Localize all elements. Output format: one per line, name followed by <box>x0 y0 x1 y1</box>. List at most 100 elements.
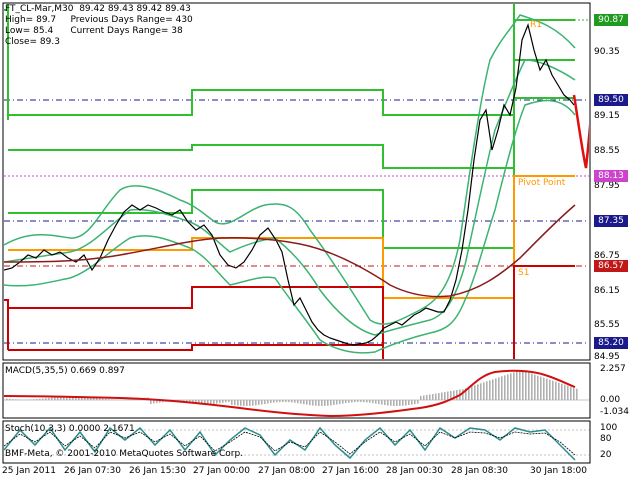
curr-range-value: Current Days Range= 38 <box>70 26 183 36</box>
price-tick: 89.15 <box>594 111 620 121</box>
price-badge: 90.87 <box>594 14 628 26</box>
macd-histogram-bar <box>249 400 251 406</box>
stoch-tick: 100 <box>600 423 618 433</box>
price-tick: 90.35 <box>594 47 620 57</box>
macd-histogram-bar <box>336 400 338 405</box>
macd-histogram-bar <box>93 397 95 400</box>
macd-histogram-bar <box>369 400 371 403</box>
macd-histogram-bar <box>423 395 425 400</box>
macd-histogram-bar <box>453 390 455 400</box>
macd-histogram-bar <box>210 400 212 405</box>
macd-histogram-bar <box>264 400 266 404</box>
ohlc-values: 89.42 89.43 89.42 89.43 <box>79 4 191 14</box>
macd-histogram-bar <box>9 398 11 400</box>
macd-histogram-bar <box>558 382 560 400</box>
price-badge: 89.50 <box>594 94 628 106</box>
macd-histogram-bar <box>318 400 320 406</box>
macd-histogram-bar <box>363 400 365 403</box>
macd-histogram-bar <box>528 372 530 400</box>
macd-histogram-bar <box>117 399 119 400</box>
macd-histogram-bar <box>246 400 248 406</box>
macd-histogram-bar <box>330 400 332 406</box>
macd-histogram-bar <box>408 400 410 406</box>
r1-label: R1 <box>530 20 542 30</box>
main-chart-pane[interactable] <box>2 2 591 361</box>
macd-histogram-bar <box>357 400 359 403</box>
macd-histogram-bar <box>285 400 287 403</box>
macd-histogram-bar <box>288 400 290 403</box>
macd-histogram-bar <box>297 400 299 404</box>
moving-average-line <box>4 204 576 298</box>
macd-histogram-bar <box>291 400 293 403</box>
macd-histogram-bar <box>333 400 335 406</box>
macd-histogram-bar <box>294 400 296 403</box>
macd-histogram-bar <box>114 399 116 400</box>
macd-histogram-bar <box>309 400 311 406</box>
stoch-tick: 80 <box>600 434 612 444</box>
macd-histogram-bar <box>48 397 50 400</box>
macd-histogram-bar <box>414 400 416 405</box>
macd-histogram-bar <box>57 397 59 400</box>
macd-tick: -1.034 <box>600 407 630 417</box>
macd-histogram-bar <box>30 399 32 400</box>
macd-histogram-bar <box>324 400 326 406</box>
price-tick: 86.15 <box>594 286 620 296</box>
macd-pane[interactable] <box>2 362 591 419</box>
macd-histogram-bar <box>570 386 572 400</box>
close-line: Close= 89.3 <box>5 37 60 47</box>
macd-histogram-bar <box>543 377 545 400</box>
macd-histogram-bar <box>420 396 422 400</box>
macd-histogram-bar <box>90 397 92 400</box>
price-badge: 86.57 <box>594 260 628 272</box>
macd-histogram-bar <box>69 396 71 400</box>
macd-histogram-bar <box>153 400 155 404</box>
macd-histogram-bar <box>525 371 527 400</box>
macd-histogram-bar <box>474 385 476 400</box>
macd-histogram-bar <box>390 400 392 406</box>
macd-histogram-bar <box>270 400 272 404</box>
prev-range-value: Previous Days Range= 430 <box>70 15 193 25</box>
macd-histogram-bar <box>51 397 53 400</box>
macd-histogram-bar <box>447 391 449 400</box>
macd-histogram-bar <box>513 372 515 400</box>
macd-histogram-bar <box>339 400 341 405</box>
macd-histogram-bar <box>396 400 398 406</box>
macd-histogram-bar <box>450 391 452 400</box>
support-0-line <box>4 299 9 350</box>
macd-signal-line <box>4 369 576 417</box>
macd-histogram-bar <box>567 385 569 400</box>
macd-histogram-bar <box>573 387 575 400</box>
stoch-pane[interactable] <box>2 420 591 464</box>
macd-histogram-bar <box>36 399 38 400</box>
macd-histogram <box>6 370 578 406</box>
time-tick: 28 Jan 08:30 <box>451 466 508 476</box>
macd-histogram-bar <box>561 383 563 400</box>
macd-histogram-bar <box>282 400 284 403</box>
price-tick: 88.55 <box>594 146 620 156</box>
macd-histogram-bar <box>480 383 482 400</box>
macd-histogram-bar <box>345 400 347 404</box>
macd-histogram-bar <box>15 399 17 400</box>
macd-histogram-bar <box>471 386 473 400</box>
macd-histogram-bar <box>108 399 110 400</box>
macd-histogram-bar <box>276 400 278 403</box>
macd-histogram-bar <box>531 373 533 400</box>
macd-histogram-bar <box>39 398 41 400</box>
projection-arrow <box>572 94 589 169</box>
support-1-line <box>8 286 384 359</box>
bollinger-lower-band <box>4 99 576 354</box>
support-last-line <box>513 265 575 359</box>
macd-histogram-bar <box>45 398 47 400</box>
macd-histogram-bar <box>273 400 275 403</box>
macd-histogram-bar <box>102 398 104 400</box>
macd-histogram-bar <box>504 375 506 400</box>
time-tick: 27 Jan 08:00 <box>258 466 315 476</box>
macd-histogram-bar <box>303 400 305 405</box>
macd-histogram-bar <box>540 376 542 400</box>
macd-histogram-bar <box>387 400 389 406</box>
macd-histogram-bar <box>456 390 458 400</box>
macd-histogram-bar <box>438 393 440 400</box>
symbol-title: FT_CL-Mar,M30 <box>5 4 74 14</box>
macd-histogram-bar <box>402 400 404 406</box>
